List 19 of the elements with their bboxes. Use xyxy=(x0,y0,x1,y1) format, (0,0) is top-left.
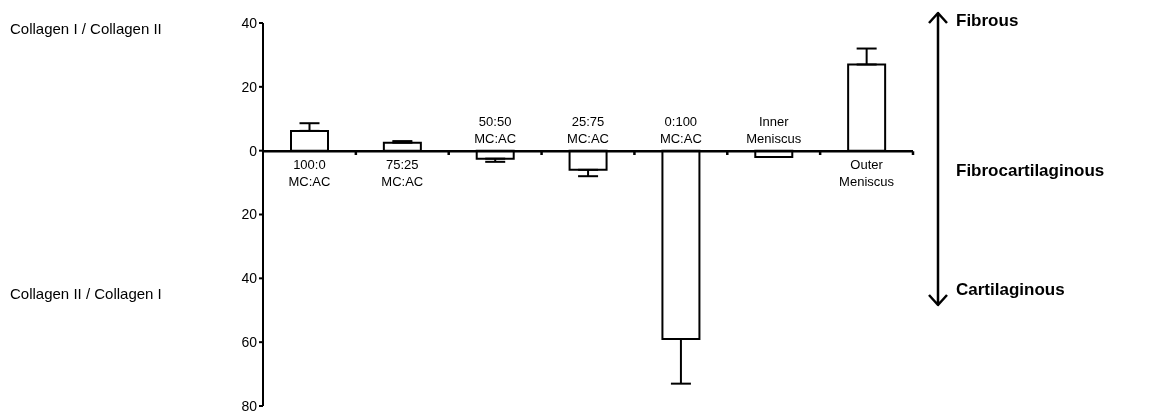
y-tick-label: 40 xyxy=(241,270,258,287)
x-tick-label: 75:25 MC:AC xyxy=(380,155,425,190)
y-tick-label: 20 xyxy=(241,78,258,95)
text: Fibrocartilaginous xyxy=(956,161,1105,181)
text: Collagen I / Collagen II xyxy=(10,20,162,37)
x-tick-label: 100:0 MC:AC xyxy=(287,155,332,190)
x-tick-label: Outer Meniscus xyxy=(838,155,895,190)
x-tick-label: 50:50 MC:AC xyxy=(473,112,518,147)
y-tick-label: 60 xyxy=(241,334,258,351)
text: Collagen II / Collagen I xyxy=(10,285,162,302)
y-tick-label: 80 xyxy=(241,397,258,414)
y-tick-label: 20 xyxy=(241,206,258,223)
text: Cartilaginous xyxy=(956,280,1065,300)
y-tick-label: 40 xyxy=(241,14,258,31)
text: Fibrous xyxy=(956,11,1019,31)
x-tick-label: 0:100 MC:AC xyxy=(658,112,703,147)
y-tick-label: 0 xyxy=(249,142,258,159)
x-tick-label: 25:75 MC:AC xyxy=(566,112,610,147)
x-tick-label: Inner Meniscus xyxy=(745,112,803,147)
